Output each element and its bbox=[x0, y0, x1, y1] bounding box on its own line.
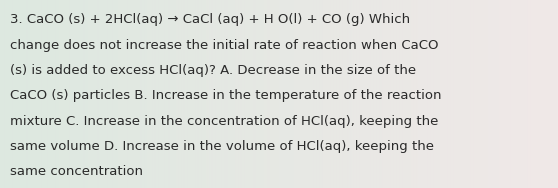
Text: change does not increase the initial rate of reaction when CaCO: change does not increase the initial rat… bbox=[10, 39, 439, 52]
Text: (s) is added to excess HCl(aq)? A. Decrease in the size of the: (s) is added to excess HCl(aq)? A. Decre… bbox=[10, 64, 416, 77]
Text: same volume D. Increase in the volume of HCl(aq), keeping the: same volume D. Increase in the volume of… bbox=[10, 140, 434, 153]
Text: 3. CaCO (s) + 2HCl(aq) → CaCl (aq) + H O(l) + CO (g) Which: 3. CaCO (s) + 2HCl(aq) → CaCl (aq) + H O… bbox=[10, 13, 410, 26]
Text: same concentration: same concentration bbox=[10, 165, 143, 178]
Text: mixture C. Increase in the concentration of HCl(aq), keeping the: mixture C. Increase in the concentration… bbox=[10, 115, 439, 128]
Text: CaCO (s) particles B. Increase in the temperature of the reaction: CaCO (s) particles B. Increase in the te… bbox=[10, 89, 441, 102]
